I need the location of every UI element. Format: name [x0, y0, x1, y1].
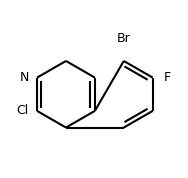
- Text: F: F: [164, 71, 171, 84]
- Text: N: N: [20, 71, 30, 84]
- Text: Cl: Cl: [16, 104, 28, 117]
- Text: Br: Br: [117, 32, 131, 45]
